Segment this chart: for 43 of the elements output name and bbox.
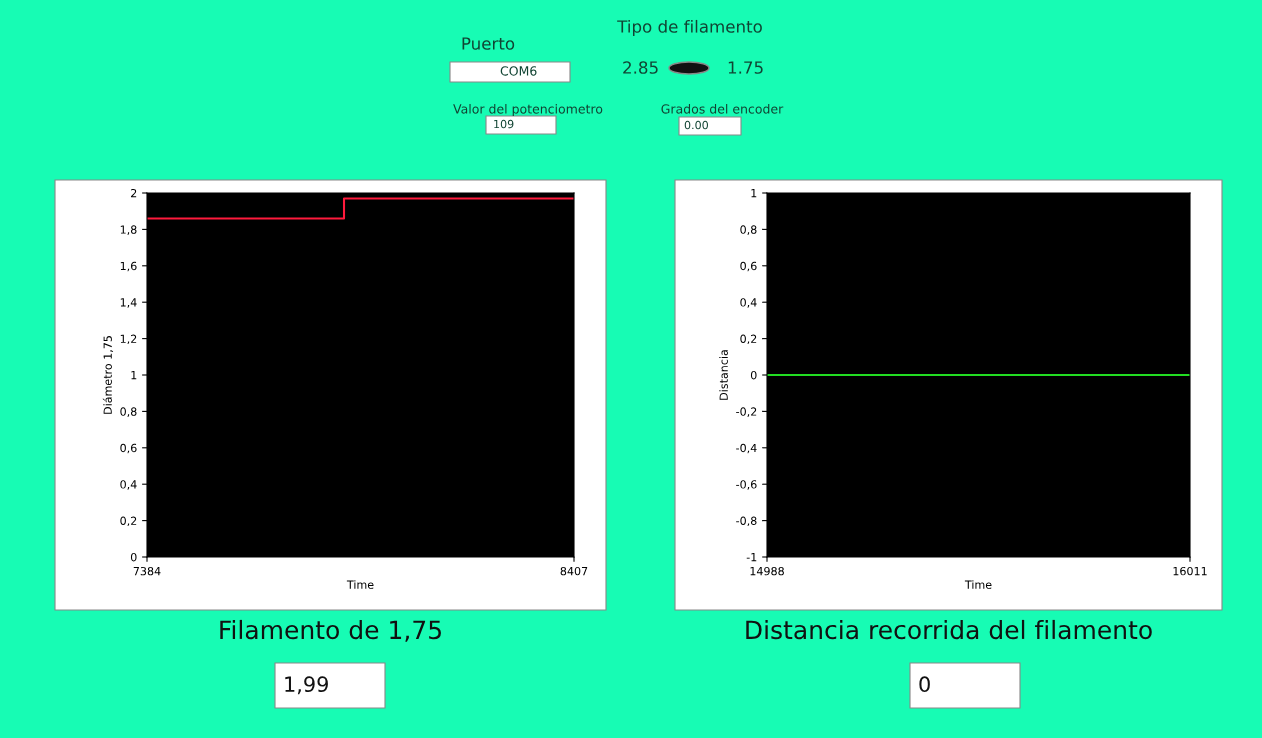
y-tick-label: 1,8 [120,225,137,235]
y-tick-label: -0,2 [736,407,757,417]
y-axis-title: Diámetro 1,75 [102,336,114,414]
text: 109 [494,119,514,129]
y-tick-label: 1,6 [120,261,137,272]
y-tick-label: 0 [750,370,757,380]
y-tick-label: 0 [130,552,137,562]
y-tick-label: 1,4 [120,298,137,308]
text: 0.00 [684,120,708,130]
x-tick-label: 7384 [133,566,161,576]
y-tick-label: 1 [131,371,137,380]
text: Filamento de 1,75 [220,619,441,642]
y-tick-label: 0,4 [120,480,137,490]
y-tick-label: 0,2 [120,516,137,527]
y-tick-label: 0,2 [740,334,757,345]
y-tick-label: -0,4 [736,443,757,454]
y-tick-label: -0,6 [736,480,757,490]
text: COM6 [500,66,537,76]
text: Grados del encoder [661,103,784,114]
x-axis-title: Time [346,580,374,589]
x-axis-title: Time [964,580,992,589]
text: Tipo de filamento [617,19,762,37]
text: Valor del potenciometro [453,103,603,117]
y-tick-label: 0,4 [740,298,757,308]
y-tick-label: 1,2 [120,334,137,345]
text: 2.85 [623,61,658,74]
x-tick-label: 16011 [1173,566,1207,576]
y-tick-label: -0,8 [736,516,757,527]
text: 1.75 [728,61,763,74]
y-tick-label: -1 [746,553,757,562]
text: Distancia recorrida del filamento [746,619,1152,640]
y-tick-label: 2 [131,188,137,198]
y-tick-label: 0,6 [740,261,757,272]
x-tick-label: 14988 [750,566,784,576]
y-tick-label: 1 [751,189,757,198]
y-tick-label: 0,6 [120,443,137,454]
text: 0 [919,676,930,693]
y-axis-title: Distancia [719,350,728,400]
y-tick-label: 0,8 [740,225,757,235]
text: 1,99 [285,676,328,695]
text: Puerto [462,37,515,50]
y-tick-label: 0,8 [120,407,137,417]
x-tick-label: 8407 [560,566,588,576]
